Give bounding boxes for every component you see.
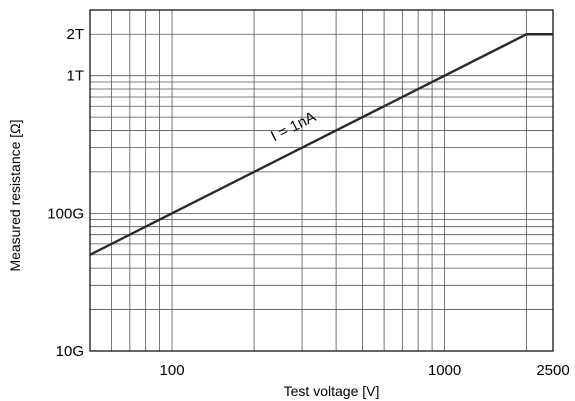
- y-tick-label: 100G: [47, 205, 84, 222]
- y-axis-label: Measured resistance [Ω]: [7, 119, 23, 271]
- y-tick-label: 1T: [66, 68, 84, 85]
- y-tick-label: 2T: [66, 26, 84, 43]
- x-tick-label: 1000: [428, 362, 461, 379]
- x-tick-label: 100: [160, 362, 185, 379]
- x-tick-label: 2500: [536, 362, 569, 379]
- grid-lines: [90, 10, 553, 351]
- y-tick-label: 10G: [56, 343, 84, 360]
- series-line-current: [89, 33, 553, 256]
- x-axis-label: Test voltage [V]: [284, 383, 380, 399]
- tick-labels: 100 1000 2500 10G 100G 1T 2T: [47, 26, 569, 379]
- plot-frame: [89, 9, 554, 352]
- annotation-current-label: I = 1nA: [268, 108, 318, 145]
